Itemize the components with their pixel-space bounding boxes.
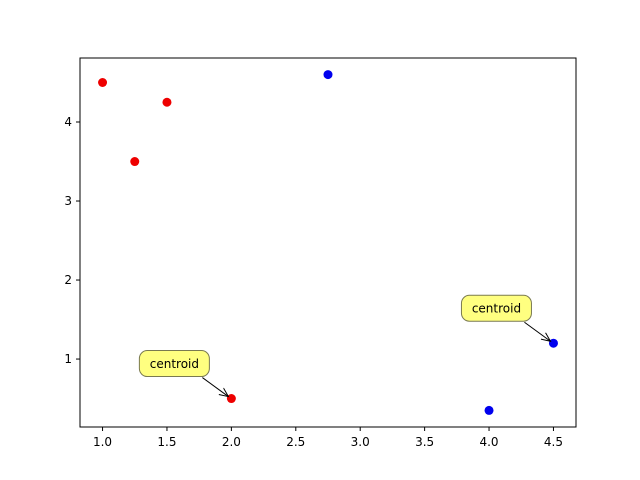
plot-frame [79,57,577,428]
y-tick-label: 2 [64,273,72,287]
x-tick-label: 2.5 [286,435,305,449]
annotations: centroid centroid [138,294,550,397]
data-point [226,394,236,404]
x-tick-label: 3.0 [351,435,370,449]
annotation-box [460,294,532,322]
data-point [548,338,558,348]
annotation-arrow [202,377,228,397]
x-tick-label: 1.0 [93,435,112,449]
annotation-box [138,350,210,378]
annotation-label: centroid [472,302,521,316]
x-tick-label: 3.5 [415,435,434,449]
data-point [323,70,333,80]
annotation-label: centroid [150,357,199,371]
data-point [162,97,172,107]
y-axis-ticks: 1 2 3 4 [64,115,80,366]
data-point [98,77,108,87]
data-point [130,157,140,167]
y-tick-label: 1 [64,352,72,366]
x-tick-label: 4.5 [544,435,563,449]
centroid-annotation: centroid [460,294,550,341]
x-tick-label: 1.5 [157,435,176,449]
x-axis-ticks: 1.0 1.5 2.0 2.5 3.0 3.5 4.0 4.5 [93,427,563,449]
y-tick-label: 3 [64,194,72,208]
data-point [484,405,494,415]
y-tick-label: 4 [64,115,72,129]
x-tick-label: 2.0 [222,435,241,449]
centroid-annotation: centroid [138,350,228,397]
x-tick-label: 4.0 [479,435,498,449]
annotation-arrow [524,321,550,341]
data-points [98,70,558,415]
